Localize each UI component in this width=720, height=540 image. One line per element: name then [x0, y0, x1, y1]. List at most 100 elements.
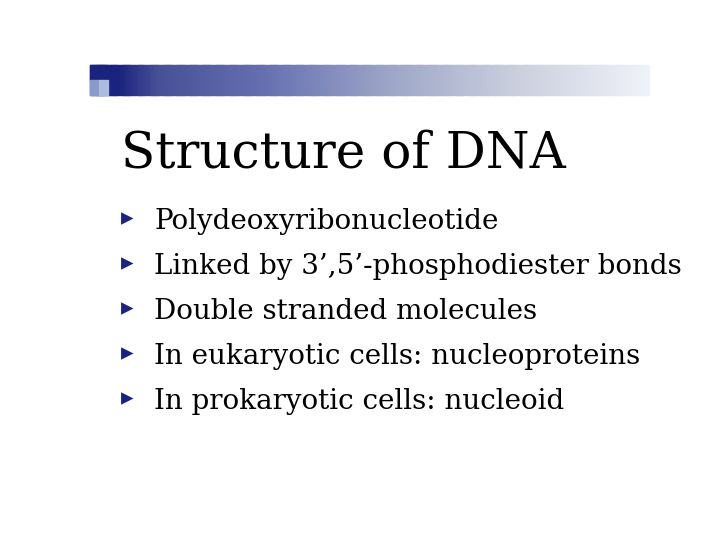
Bar: [319, 65, 321, 94]
Bar: [129, 65, 132, 94]
Bar: [510, 65, 513, 94]
Bar: [456, 65, 459, 94]
Bar: [190, 65, 193, 94]
Bar: [218, 65, 221, 94]
Bar: [587, 65, 589, 94]
Bar: [199, 65, 202, 94]
Bar: [419, 65, 422, 94]
Bar: [217, 65, 219, 94]
Bar: [336, 65, 338, 94]
Bar: [577, 65, 580, 94]
Text: Polydeoxyribonucleotide: Polydeoxyribonucleotide: [154, 208, 498, 235]
Bar: [451, 65, 454, 94]
Bar: [105, 65, 107, 94]
Bar: [557, 65, 559, 94]
Bar: [315, 65, 318, 94]
Bar: [467, 65, 470, 94]
Bar: [276, 65, 279, 94]
Bar: [287, 65, 289, 94]
Bar: [140, 65, 143, 94]
Bar: [110, 65, 113, 94]
Bar: [431, 65, 433, 94]
Bar: [547, 65, 550, 94]
Bar: [230, 65, 232, 94]
Bar: [328, 65, 330, 94]
Bar: [150, 65, 152, 94]
Bar: [351, 65, 353, 94]
Bar: [432, 65, 435, 94]
Bar: [278, 65, 280, 94]
Bar: [356, 65, 359, 94]
Bar: [481, 65, 483, 94]
Text: Double stranded molecules: Double stranded molecules: [154, 298, 537, 325]
Bar: [213, 65, 215, 94]
Bar: [436, 65, 438, 94]
Bar: [438, 65, 440, 94]
Bar: [161, 65, 163, 94]
Bar: [177, 65, 180, 94]
Bar: [153, 65, 156, 94]
Bar: [512, 65, 515, 94]
Bar: [114, 65, 117, 94]
Bar: [306, 65, 308, 94]
Bar: [475, 65, 477, 94]
Bar: [464, 65, 467, 94]
Bar: [166, 65, 168, 94]
Bar: [244, 65, 247, 94]
Bar: [402, 65, 405, 94]
Bar: [240, 65, 243, 94]
Bar: [549, 65, 552, 94]
Bar: [352, 65, 355, 94]
Bar: [339, 65, 342, 94]
Bar: [613, 65, 615, 94]
Bar: [274, 65, 276, 94]
Bar: [575, 65, 578, 94]
Bar: [120, 65, 122, 94]
Bar: [343, 65, 346, 94]
Bar: [620, 65, 623, 94]
Bar: [529, 65, 531, 94]
Bar: [646, 65, 649, 94]
Bar: [477, 65, 480, 94]
Bar: [521, 65, 524, 94]
Bar: [164, 65, 167, 94]
Bar: [374, 65, 377, 94]
Bar: [579, 65, 582, 94]
Bar: [157, 65, 159, 94]
Bar: [324, 65, 327, 94]
Bar: [101, 65, 104, 94]
Bar: [561, 65, 563, 94]
Bar: [536, 65, 539, 94]
Bar: [428, 65, 431, 94]
Bar: [441, 65, 444, 94]
Bar: [317, 65, 320, 94]
Text: In eukaryotic cells: nucleoproteins: In eukaryotic cells: nucleoproteins: [154, 343, 640, 370]
Bar: [553, 65, 556, 94]
Bar: [503, 65, 505, 94]
Bar: [380, 65, 382, 94]
Bar: [574, 65, 576, 94]
Bar: [170, 65, 172, 94]
Text: ▸: ▸: [121, 206, 133, 230]
Bar: [280, 65, 282, 94]
Bar: [131, 65, 133, 94]
Bar: [633, 65, 636, 94]
Bar: [390, 65, 392, 94]
Bar: [371, 65, 373, 94]
Bar: [418, 65, 420, 94]
Bar: [606, 65, 608, 94]
Bar: [425, 65, 427, 94]
Text: ▸: ▸: [121, 296, 133, 320]
Bar: [445, 65, 448, 94]
Bar: [626, 65, 628, 94]
Bar: [237, 65, 239, 94]
Bar: [593, 65, 595, 94]
Bar: [304, 65, 306, 94]
Bar: [393, 65, 395, 94]
Bar: [444, 65, 446, 94]
Bar: [365, 65, 368, 94]
Bar: [520, 65, 522, 94]
Bar: [377, 65, 379, 94]
Bar: [459, 65, 461, 94]
Bar: [253, 65, 256, 94]
